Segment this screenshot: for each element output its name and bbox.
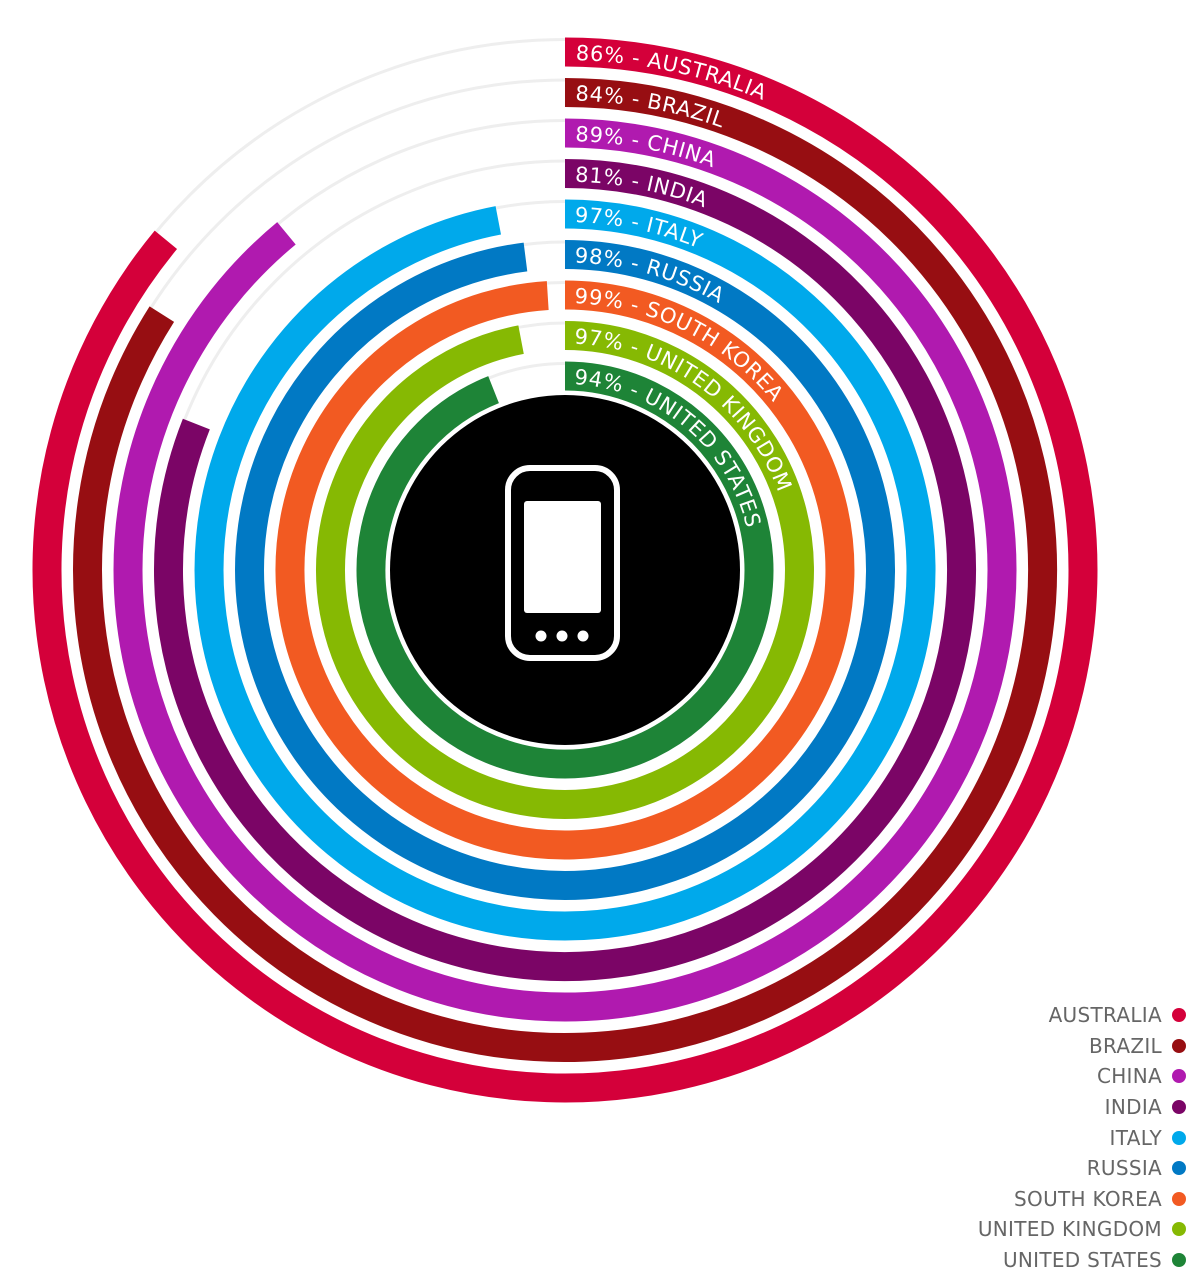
legend-label-australia: AUSTRALIA: [1048, 1003, 1162, 1028]
legend-label-italy: ITALY: [1109, 1125, 1162, 1150]
bar-italy: [194, 199, 936, 941]
bar-united-kingdom: [316, 321, 814, 819]
legend-swatch-south-korea: [1172, 1191, 1186, 1206]
bar-united-states: [356, 361, 774, 779]
legend-item-italy: ITALY: [866, 1122, 1186, 1153]
legend-label-russia: RUSSIA: [1086, 1156, 1162, 1181]
legend-label-brazil: BRAZIL: [1088, 1033, 1162, 1058]
center-disc: [390, 395, 740, 745]
bar-australia: [32, 37, 1098, 1103]
legend-label-china: CHINA: [1096, 1064, 1162, 1089]
legend-item-united-states: UNITED STATES: [866, 1245, 1186, 1276]
legend-item-china: CHINA: [866, 1061, 1186, 1092]
mobile-phone-icon: [505, 465, 620, 661]
legend-item-brazil: BRAZIL: [866, 1031, 1186, 1062]
bar-china: [113, 118, 1017, 1022]
ring-bars: [32, 37, 1098, 1103]
bar-russia: [235, 240, 895, 900]
legend-item-russia: RUSSIA: [866, 1153, 1186, 1184]
legend-swatch-united-states: [1172, 1253, 1186, 1268]
legend-label-united-kingdom: UNITED KINGDOM: [977, 1217, 1162, 1242]
bar-brazil: [73, 78, 1057, 1062]
legend-swatch-russia: [1172, 1161, 1186, 1176]
bar-south-korea: [275, 280, 855, 860]
legend-swatch-india: [1172, 1100, 1186, 1115]
legend-label-south-korea: SOUTH KOREA: [1014, 1186, 1162, 1211]
legend-label-united-states: UNITED STATES: [1002, 1248, 1162, 1273]
legend-item-south-korea: SOUTH KOREA: [866, 1184, 1186, 1215]
bar-india: [154, 159, 976, 981]
legend-item-united-kingdom: UNITED KINGDOM: [866, 1214, 1186, 1245]
legend-swatch-australia: [1172, 1008, 1186, 1023]
legend-item-india: INDIA: [866, 1092, 1186, 1123]
legend-swatch-brazil: [1172, 1038, 1186, 1053]
legend-item-australia: AUSTRALIA: [866, 1000, 1186, 1031]
legend-label-india: INDIA: [1104, 1095, 1162, 1120]
legend-swatch-united-kingdom: [1172, 1222, 1186, 1237]
legend: AUSTRALIA BRAZIL CHINA INDIA ITALY RUSSIA SOUT…: [866, 1000, 1186, 1275]
legend-swatch-italy: [1172, 1130, 1186, 1145]
legend-swatch-china: [1172, 1069, 1186, 1084]
